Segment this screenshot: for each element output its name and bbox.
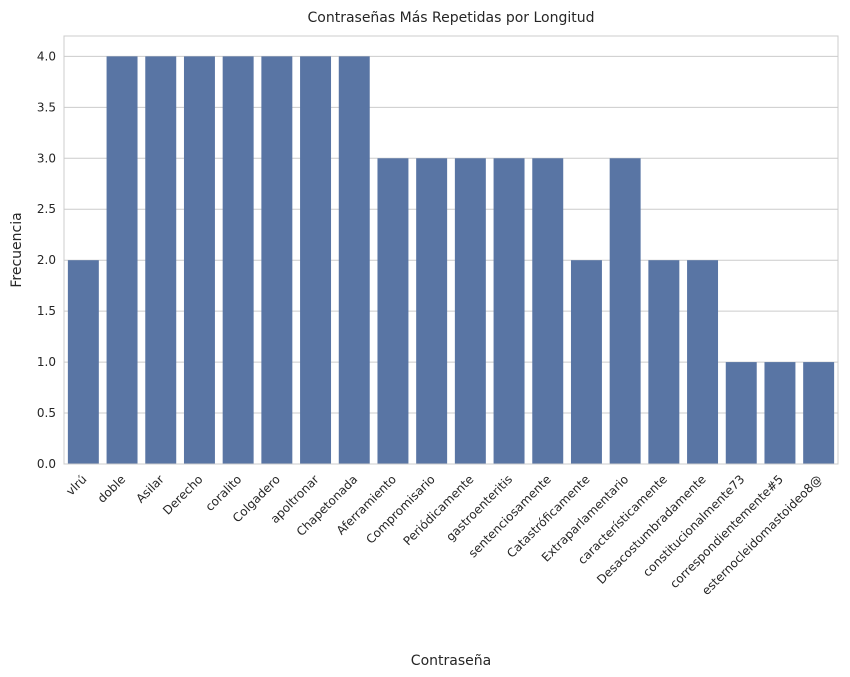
bar: [454, 158, 486, 465]
bar: [183, 56, 215, 464]
x-tick-label: Compromisario: [363, 472, 437, 546]
x-tick-label: Derecho: [160, 472, 205, 517]
bar: [145, 56, 177, 464]
bar: [532, 158, 564, 465]
grid-lines: [64, 55, 838, 465]
y-tick-label: 0.0: [37, 457, 56, 471]
x-tick-label: Asilar: [133, 472, 167, 506]
y-axis-label: Frecuencia: [9, 212, 25, 287]
bar: [377, 158, 409, 465]
y-tick-label: 1.0: [37, 355, 56, 369]
bars: [67, 56, 835, 465]
x-axis-label: Contraseña: [411, 653, 491, 669]
y-tick-label: 4.0: [37, 49, 56, 63]
bar: [222, 56, 254, 464]
bar: [764, 362, 796, 464]
chart-title: Contraseñas Más Repetidas por Longitud: [307, 10, 594, 26]
x-tick-label: vlrú: [63, 472, 89, 498]
bar: [416, 158, 448, 465]
y-tick-label: 2.0: [37, 253, 56, 267]
bar: [106, 56, 138, 464]
y-tick-label: 3.0: [37, 151, 56, 165]
bar: [648, 260, 680, 464]
bar: [570, 260, 602, 464]
y-tick-label: 3.5: [37, 100, 56, 114]
x-tick-label: doble: [95, 472, 128, 505]
bar: [493, 158, 525, 465]
x-tick-labels: vlrú doble AsilarDerechocoralitoColgaderoa…: [63, 472, 824, 598]
y-tick-label: 0.5: [37, 406, 56, 420]
plot-frame: [63, 35, 839, 465]
bar: [67, 260, 99, 464]
bar: [338, 56, 370, 464]
x-tick-label: Periódicamente: [400, 472, 476, 548]
bar: [803, 362, 835, 464]
y-tick-label: 1.5: [37, 304, 56, 318]
y-tick-labels: 0.0 0.5 1.0 1.5 2.0 2.5 3.0 3.5 4.0: [37, 49, 56, 471]
bar: [609, 158, 641, 465]
bar: [300, 56, 332, 464]
bar: [687, 260, 719, 464]
bar: [261, 56, 293, 464]
bar: [725, 362, 757, 464]
y-tick-label: 2.5: [37, 202, 56, 216]
x-tick-label: gastroenteritis: [443, 472, 515, 544]
